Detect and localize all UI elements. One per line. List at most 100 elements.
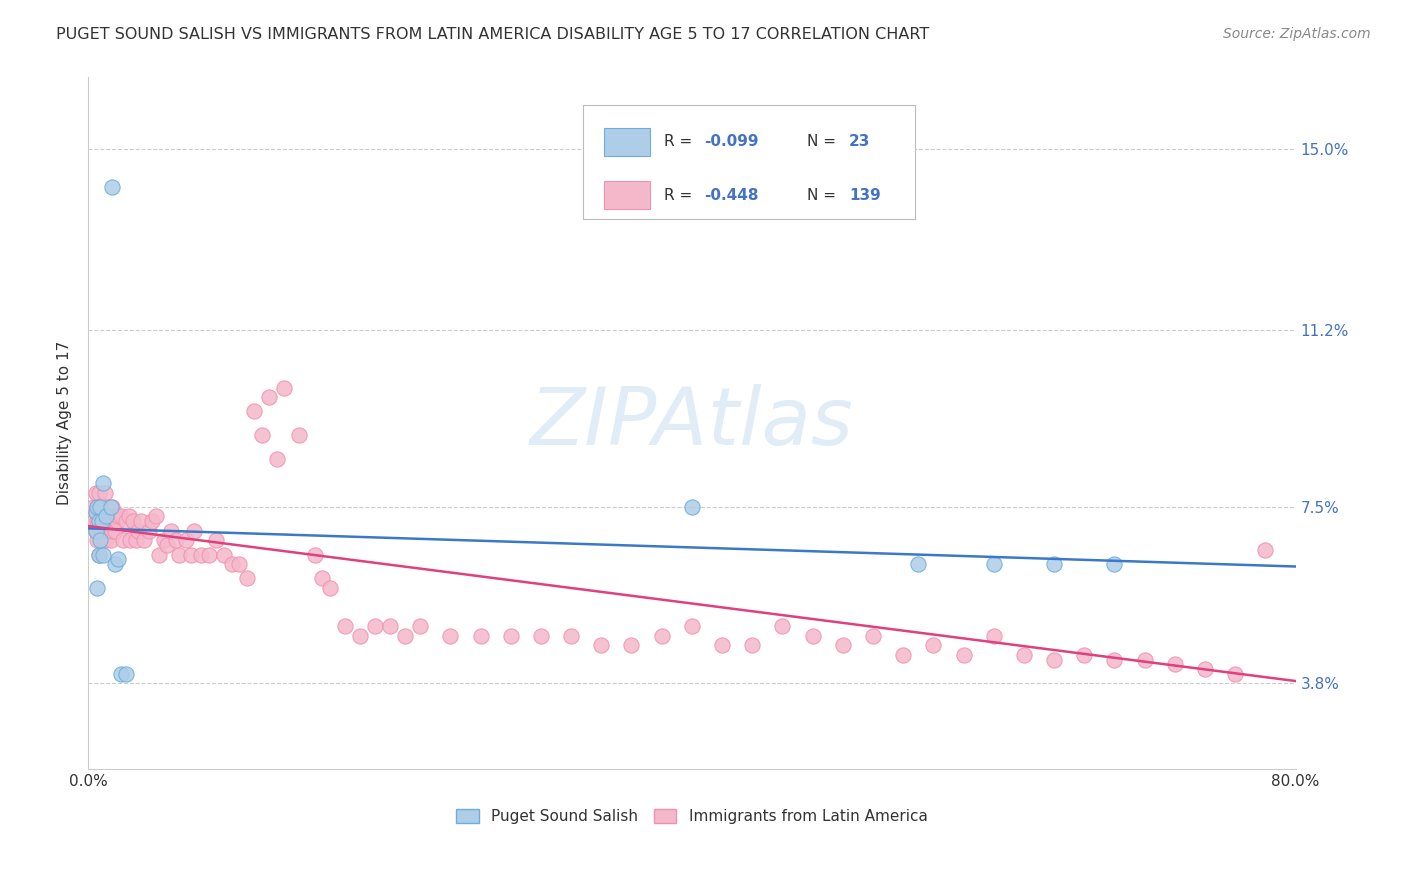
Point <box>394 629 416 643</box>
Point <box>87 548 110 562</box>
Point <box>1104 652 1126 666</box>
Point <box>530 629 553 643</box>
Point <box>98 509 121 524</box>
Point <box>711 638 734 652</box>
Point <box>148 548 170 562</box>
Point <box>87 548 110 562</box>
Point <box>97 524 120 538</box>
Point <box>104 524 127 538</box>
Point <box>111 533 134 548</box>
Point <box>499 629 522 643</box>
Point <box>107 552 129 566</box>
Point <box>831 638 853 652</box>
Point <box>1225 666 1247 681</box>
Point <box>87 514 110 528</box>
Point <box>86 500 108 514</box>
Point <box>87 485 110 500</box>
Point <box>198 548 221 562</box>
Text: Source: ZipAtlas.com: Source: ZipAtlas.com <box>1223 27 1371 41</box>
Point <box>273 381 295 395</box>
Point <box>183 524 205 538</box>
Point <box>105 514 128 528</box>
Point <box>89 500 111 514</box>
Point <box>560 629 582 643</box>
Point <box>862 629 884 643</box>
Text: N =: N = <box>807 187 841 202</box>
Text: 23: 23 <box>849 135 870 149</box>
Point <box>96 533 118 548</box>
Point <box>86 514 108 528</box>
Bar <box>603 128 650 155</box>
Point <box>145 509 167 524</box>
Point <box>97 500 120 514</box>
Point <box>129 514 152 528</box>
Point <box>1254 542 1277 557</box>
Point <box>83 514 105 528</box>
Point <box>221 557 243 571</box>
Point <box>91 548 114 562</box>
Point <box>91 500 114 514</box>
Point <box>620 638 643 652</box>
Text: R =: R = <box>664 187 697 202</box>
Point <box>127 524 149 538</box>
Point <box>141 514 163 528</box>
Point <box>90 524 112 538</box>
Point <box>409 619 432 633</box>
Point <box>1104 557 1126 571</box>
Point <box>100 514 122 528</box>
Point <box>125 533 148 548</box>
Point <box>120 533 142 548</box>
Point <box>243 404 266 418</box>
Point <box>82 500 104 514</box>
Point <box>84 524 107 538</box>
Text: 139: 139 <box>849 187 880 202</box>
Point <box>651 629 673 643</box>
Point <box>84 505 107 519</box>
Point <box>741 638 763 652</box>
Point <box>138 524 160 538</box>
Point <box>235 571 257 585</box>
Point <box>318 581 340 595</box>
Point <box>100 533 122 548</box>
Point <box>115 514 138 528</box>
Point <box>770 619 793 633</box>
Point <box>160 524 183 538</box>
Point <box>174 533 197 548</box>
Point <box>1194 662 1216 676</box>
Point <box>96 500 118 514</box>
Point <box>152 533 174 548</box>
Point <box>94 524 117 538</box>
Point <box>681 500 703 514</box>
Text: ZIPAtlas: ZIPAtlas <box>530 384 853 462</box>
Point <box>89 524 111 538</box>
Point <box>101 524 124 538</box>
Point <box>952 648 974 662</box>
Point <box>110 666 132 681</box>
Point <box>1133 652 1156 666</box>
Point <box>86 581 108 595</box>
Point <box>122 514 145 528</box>
Legend: Puget Sound Salish, Immigrants from Latin America: Puget Sound Salish, Immigrants from Lati… <box>456 809 928 824</box>
Point <box>1164 657 1187 672</box>
Point <box>90 514 112 528</box>
Point <box>86 533 108 548</box>
Point <box>439 629 461 643</box>
Point <box>288 428 311 442</box>
Point <box>89 500 111 514</box>
Point <box>1073 648 1095 662</box>
FancyBboxPatch shape <box>583 105 915 219</box>
Point <box>132 533 155 548</box>
Point <box>115 666 138 681</box>
Point <box>591 638 613 652</box>
Point <box>333 619 356 633</box>
Point <box>110 509 132 524</box>
Point <box>681 619 703 633</box>
Bar <box>603 181 650 209</box>
Point <box>101 500 124 514</box>
Point <box>84 485 107 500</box>
Point <box>983 557 1005 571</box>
Point <box>90 500 112 514</box>
Point <box>378 619 401 633</box>
Point <box>891 648 914 662</box>
Point <box>228 557 250 571</box>
